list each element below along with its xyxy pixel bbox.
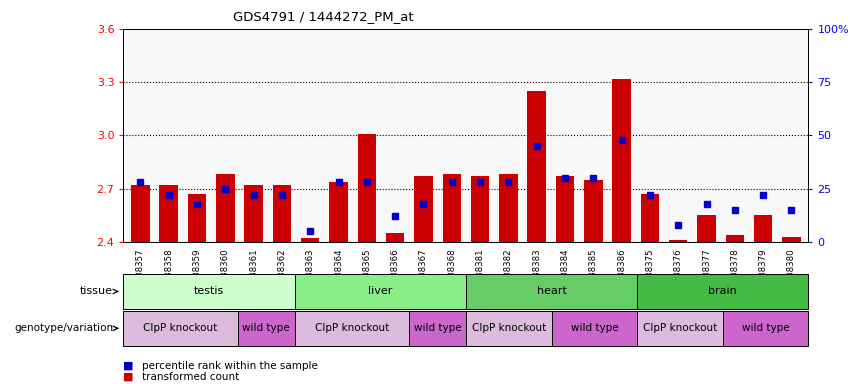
Bar xyxy=(329,182,348,242)
Text: tissue: tissue xyxy=(80,286,113,296)
Bar xyxy=(697,215,716,242)
Bar xyxy=(528,91,545,242)
Text: testis: testis xyxy=(194,286,224,296)
Text: ■: ■ xyxy=(123,372,134,382)
Bar xyxy=(159,185,178,242)
Text: ■: ■ xyxy=(123,361,134,371)
Text: transformed count: transformed count xyxy=(142,372,239,382)
Text: ClpP knockout: ClpP knockout xyxy=(643,323,717,333)
Bar xyxy=(613,79,631,242)
Text: wild type: wild type xyxy=(243,323,290,333)
Bar xyxy=(584,180,603,242)
Bar xyxy=(272,185,291,242)
Bar xyxy=(556,176,574,242)
Bar xyxy=(244,185,263,242)
Bar xyxy=(500,174,517,242)
Text: GDS4791 / 1444272_PM_at: GDS4791 / 1444272_PM_at xyxy=(233,10,414,23)
Text: genotype/variation: genotype/variation xyxy=(14,323,113,333)
Text: percentile rank within the sample: percentile rank within the sample xyxy=(142,361,318,371)
Bar xyxy=(471,176,489,242)
Text: heart: heart xyxy=(537,286,567,296)
Bar xyxy=(669,240,688,242)
Text: wild type: wild type xyxy=(414,323,461,333)
Text: wild type: wild type xyxy=(742,323,790,333)
Bar xyxy=(216,174,235,242)
Text: ClpP knockout: ClpP knockout xyxy=(315,323,389,333)
Bar xyxy=(188,194,206,242)
Text: ClpP knockout: ClpP knockout xyxy=(143,323,218,333)
Bar xyxy=(131,185,150,242)
Bar xyxy=(443,174,461,242)
Bar xyxy=(386,233,404,242)
Bar xyxy=(754,215,773,242)
Bar xyxy=(301,238,319,242)
Bar xyxy=(726,235,744,242)
Bar xyxy=(414,176,432,242)
Bar xyxy=(641,194,660,242)
Text: liver: liver xyxy=(368,286,392,296)
Text: wild type: wild type xyxy=(570,323,618,333)
Bar xyxy=(782,237,801,242)
Bar xyxy=(357,134,376,242)
Text: ClpP knockout: ClpP knockout xyxy=(471,323,545,333)
Text: brain: brain xyxy=(708,286,737,296)
